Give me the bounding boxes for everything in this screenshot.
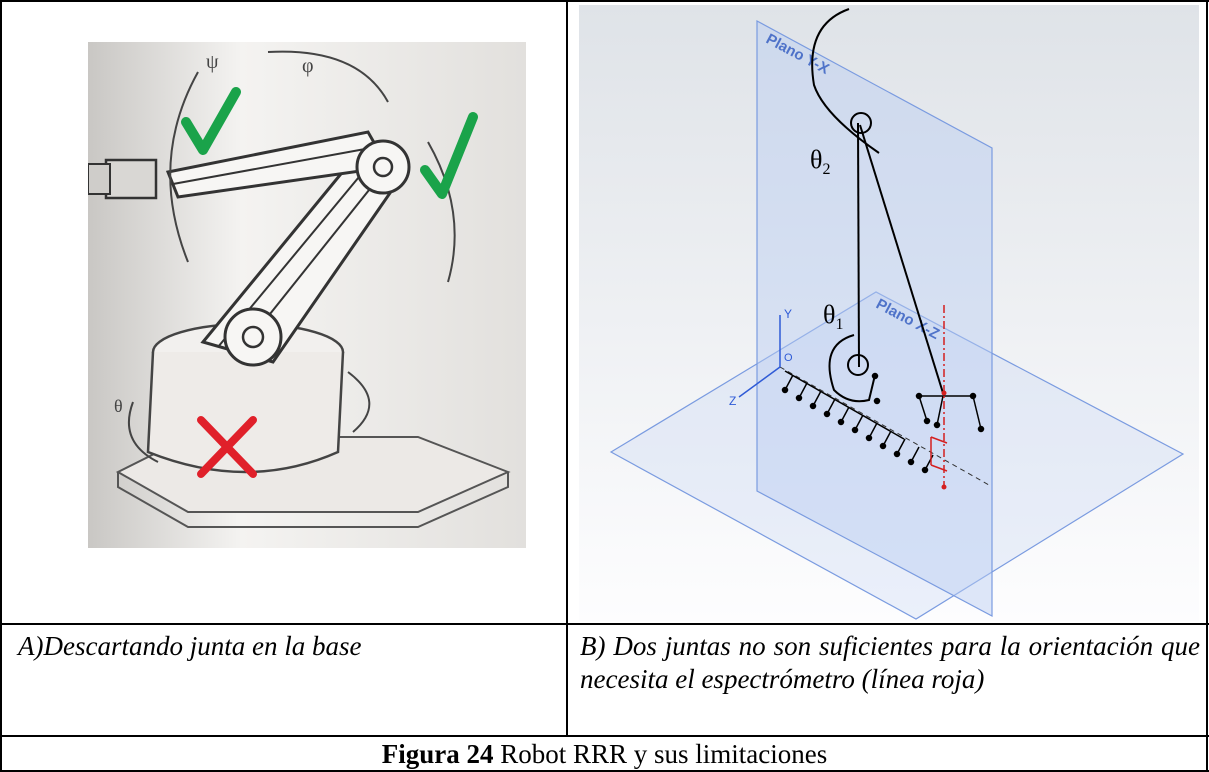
table-row-divider-2 [0,735,1209,737]
cad-diagram: Plano Y-X Plano X-Z Y Z O θ2 θ1 [579,5,1199,621]
figure-caption: Figura 24 Robot RRR y sus limitaciones [0,738,1209,770]
theta1-label: θ1 [823,300,843,333]
table-border-top [0,0,1209,2]
theta-label: θ [114,396,123,416]
cross-icon [197,416,257,478]
figure-number: Figura 24 [381,739,494,769]
table-row-divider-1 [0,623,1209,625]
check-icon [181,87,241,155]
table-divider-middle [566,0,568,736]
plane-yx [756,19,993,617]
psi-label: ψ [206,51,219,73]
axis-z-label: Z [729,394,736,408]
table-border-left [0,0,2,772]
theta2-label: θ2 [810,145,830,178]
check-icon [420,112,478,199]
caption-a: A)Descartando junta en la base [18,631,362,661]
origin-label: O [784,352,793,364]
phi-label: φ [302,55,314,77]
table-border-right [1206,0,1208,772]
robot-arm-image: ψ φ θ [88,42,526,548]
table-border-bottom [0,770,1209,772]
caption-b: B) Dos juntas no son suficientes para la… [580,631,1200,694]
axis-y-label: Y [784,307,792,321]
figure-title: Robot RRR y sus limitaciones [493,739,828,769]
